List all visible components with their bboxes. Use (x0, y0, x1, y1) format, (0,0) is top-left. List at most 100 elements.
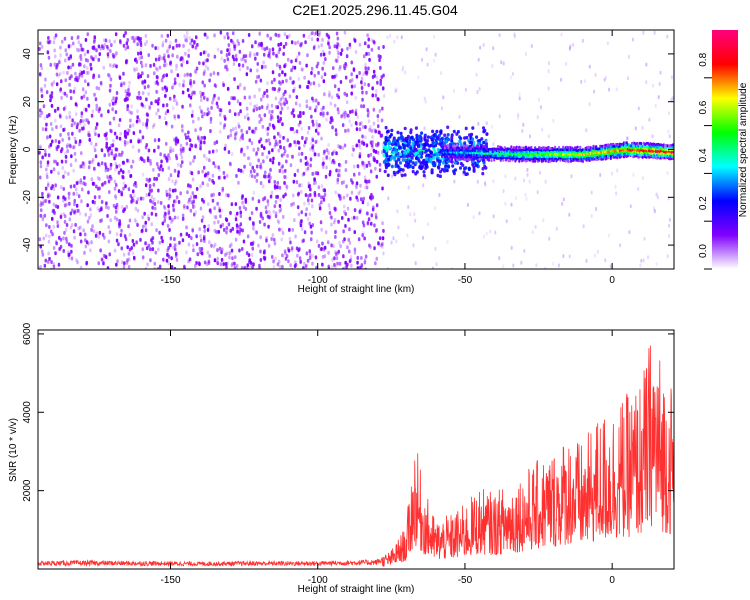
heatmap-cell (76, 260, 79, 265)
heatmap-cell (484, 138, 488, 143)
heatmap-cell (434, 143, 437, 148)
heatmap-cell (176, 54, 179, 59)
heatmap-cell (323, 72, 327, 77)
heatmap-cell (167, 210, 171, 215)
heatmap-cell (655, 192, 658, 197)
heatmap-cell (259, 181, 263, 186)
heatmap-cell (628, 54, 630, 59)
heatmap-cell (221, 188, 224, 193)
heatmap-cell (153, 266, 156, 269)
heatmap-cell (191, 177, 195, 182)
heatmap-cell (90, 240, 93, 245)
heatmap-cell (50, 91, 54, 96)
heatmap-cell (405, 137, 409, 141)
heatmap-cell (311, 31, 314, 36)
heatmap-cell (270, 190, 274, 195)
heatmap-cell (340, 48, 344, 53)
heatmap-cell (249, 264, 252, 269)
heatmap-cell (362, 161, 366, 166)
heatmap-cell (353, 247, 357, 252)
heatmap-cell (43, 199, 46, 204)
heatmap-cell (341, 146, 345, 150)
heatmap-cell (94, 54, 97, 59)
colorbar-tick-label: 0.6 (698, 100, 709, 114)
heatmap-cell (39, 164, 43, 169)
heatmap-cell (372, 148, 376, 153)
heatmap-cell (90, 113, 94, 118)
heatmap-cell (370, 47, 374, 52)
heatmap-cell (342, 229, 345, 234)
heatmap-cell (154, 57, 158, 62)
heatmap-cell (257, 199, 261, 204)
heatmap-cell (169, 173, 173, 178)
spectrogram-x-axis-label: Height of straight line (km) (298, 284, 415, 295)
heatmap-cell (471, 163, 475, 167)
heatmap-cell (96, 176, 100, 180)
heatmap-cell (74, 158, 78, 163)
heatmap-cell (73, 136, 77, 141)
heatmap-cell (472, 215, 475, 220)
heatmap-cell (335, 31, 339, 36)
heatmap-cell (59, 185, 63, 190)
heatmap-cell (370, 213, 373, 218)
heatmap-cell (64, 58, 67, 63)
heatmap-cell (98, 107, 101, 112)
heatmap-cell (283, 102, 286, 107)
heatmap-cell (450, 136, 454, 140)
heatmap-cell (277, 119, 280, 124)
heatmap-cell (322, 79, 326, 84)
heatmap-cell (458, 114, 461, 119)
heatmap-cell (183, 264, 186, 269)
heatmap-cell (181, 104, 184, 109)
x-tick-label: 0 (609, 275, 615, 286)
heatmap-cell (149, 198, 152, 203)
heatmap-cell (129, 174, 133, 178)
heatmap-cell (43, 148, 47, 153)
heatmap-cell (464, 126, 468, 131)
heatmap-cell (84, 244, 88, 249)
snr-frame (37, 329, 675, 570)
heatmap-cell (360, 256, 363, 260)
heatmap-cell (216, 201, 219, 206)
heatmap-cell (151, 124, 155, 129)
heatmap-cell (63, 219, 67, 224)
heatmap-cell (382, 73, 385, 78)
heatmap-cell (41, 214, 45, 219)
heatmap-cell (526, 167, 529, 172)
heatmap-cell (113, 248, 117, 253)
heatmap-cell (158, 264, 162, 269)
heatmap-cell (223, 35, 226, 40)
heatmap-cell (153, 261, 156, 266)
heatmap-cell (434, 246, 437, 251)
heatmap-cell (466, 202, 469, 207)
heatmap-cell (89, 207, 92, 212)
heatmap-cell (305, 251, 309, 256)
heatmap-cell (164, 111, 168, 116)
heatmap-cell (129, 124, 132, 129)
heatmap-cell (338, 168, 341, 173)
heatmap-cell (127, 85, 131, 89)
heatmap-cell (375, 215, 378, 220)
heatmap-cell (308, 106, 311, 111)
heatmap-cell (489, 229, 492, 234)
heatmap-cell (120, 205, 124, 210)
heatmap-cell (208, 177, 211, 182)
heatmap-cell (350, 263, 353, 268)
heatmap-cell (446, 144, 449, 147)
heatmap-cell (544, 266, 547, 269)
heatmap-cell (560, 77, 563, 82)
heatmap-cell (110, 43, 113, 48)
heatmap-cell (242, 54, 246, 59)
heatmap-cell (322, 60, 326, 65)
heatmap-cell (57, 262, 61, 267)
heatmap-cell (155, 89, 158, 94)
heatmap-cell (371, 135, 374, 139)
heatmap-cell (279, 198, 282, 203)
heatmap-cell (375, 75, 379, 80)
heatmap-cell (84, 90, 88, 95)
heatmap-cell (353, 84, 356, 89)
heatmap-cell (80, 73, 84, 78)
heatmap-cell (601, 157, 604, 161)
heatmap-cell (344, 62, 347, 66)
heatmap-cell (334, 230, 337, 235)
